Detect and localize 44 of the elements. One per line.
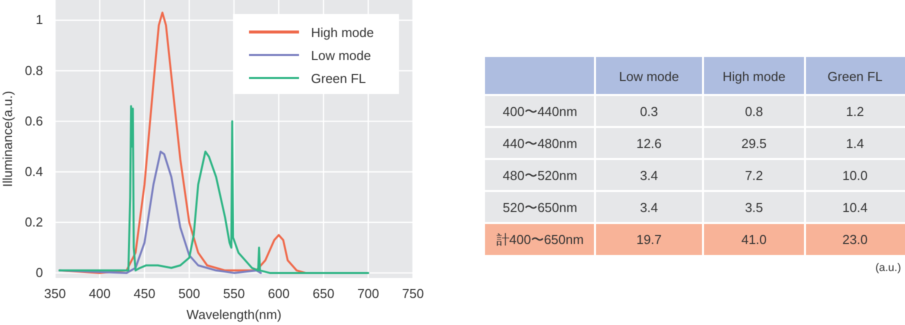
- x-tick-label: 450: [134, 286, 156, 301]
- y-tick-label: 400〜440nm: [502, 104, 578, 119]
- data-label: 1.2: [846, 104, 864, 119]
- legend-label: High mode: [311, 25, 374, 40]
- data-label: 1.4: [846, 136, 864, 151]
- data-label: 10.4: [842, 200, 868, 215]
- data-label: 0.8: [744, 104, 764, 119]
- x-tick-label: 400: [88, 286, 111, 301]
- data-label: 3.4: [640, 200, 658, 215]
- x-axis-title: Wavelength(nm): [186, 307, 282, 322]
- data-label: 3.5: [744, 200, 764, 215]
- x-tick-label: Green FL: [828, 69, 882, 84]
- y-tick-label: 0.8: [24, 62, 43, 78]
- x-tick-label: High mode: [722, 69, 786, 84]
- y-tick-label: 1: [36, 12, 43, 28]
- x-tick-label: 350: [44, 286, 66, 301]
- y-tick-label: 440〜480nm: [502, 136, 578, 151]
- x-tick-label: Low mode: [619, 69, 679, 84]
- x-tick-label: 750: [402, 286, 424, 301]
- data-label: 10.0: [842, 168, 868, 183]
- data-label: 7.2: [744, 168, 764, 183]
- y-axis-title: Illuminance(a.u.): [0, 90, 15, 188]
- y-tick-label: 0.2: [24, 214, 43, 230]
- data-label: 0.3: [640, 104, 658, 119]
- y-tick-label: 計400〜650nm: [496, 232, 584, 247]
- y-tick-label: 520〜650nm: [502, 200, 578, 215]
- y-tick-label: 0.4: [24, 164, 43, 179]
- x-tick-label: 650: [312, 286, 334, 301]
- y-tick-label: 0.6: [24, 113, 43, 128]
- x-tick-label: 700: [357, 286, 380, 301]
- data-label: 12.6: [636, 136, 662, 151]
- data-label: 29.5: [741, 136, 767, 151]
- data-label: 23.0: [842, 232, 868, 247]
- legend-label: Low mode: [311, 48, 371, 63]
- data-label: 19.7: [636, 232, 662, 247]
- text: (a.u.): [875, 262, 901, 274]
- data-label: 41.0: [741, 232, 767, 247]
- data-label: 3.4: [640, 168, 658, 183]
- x-tick-label: 500: [178, 286, 200, 301]
- line-series: [58, 105, 370, 274]
- y-tick-label: 480〜520nm: [502, 168, 578, 183]
- y-tick-label: 0: [36, 264, 43, 280]
- x-tick-label: 600: [268, 286, 290, 301]
- x-tick-label: 550: [223, 286, 245, 301]
